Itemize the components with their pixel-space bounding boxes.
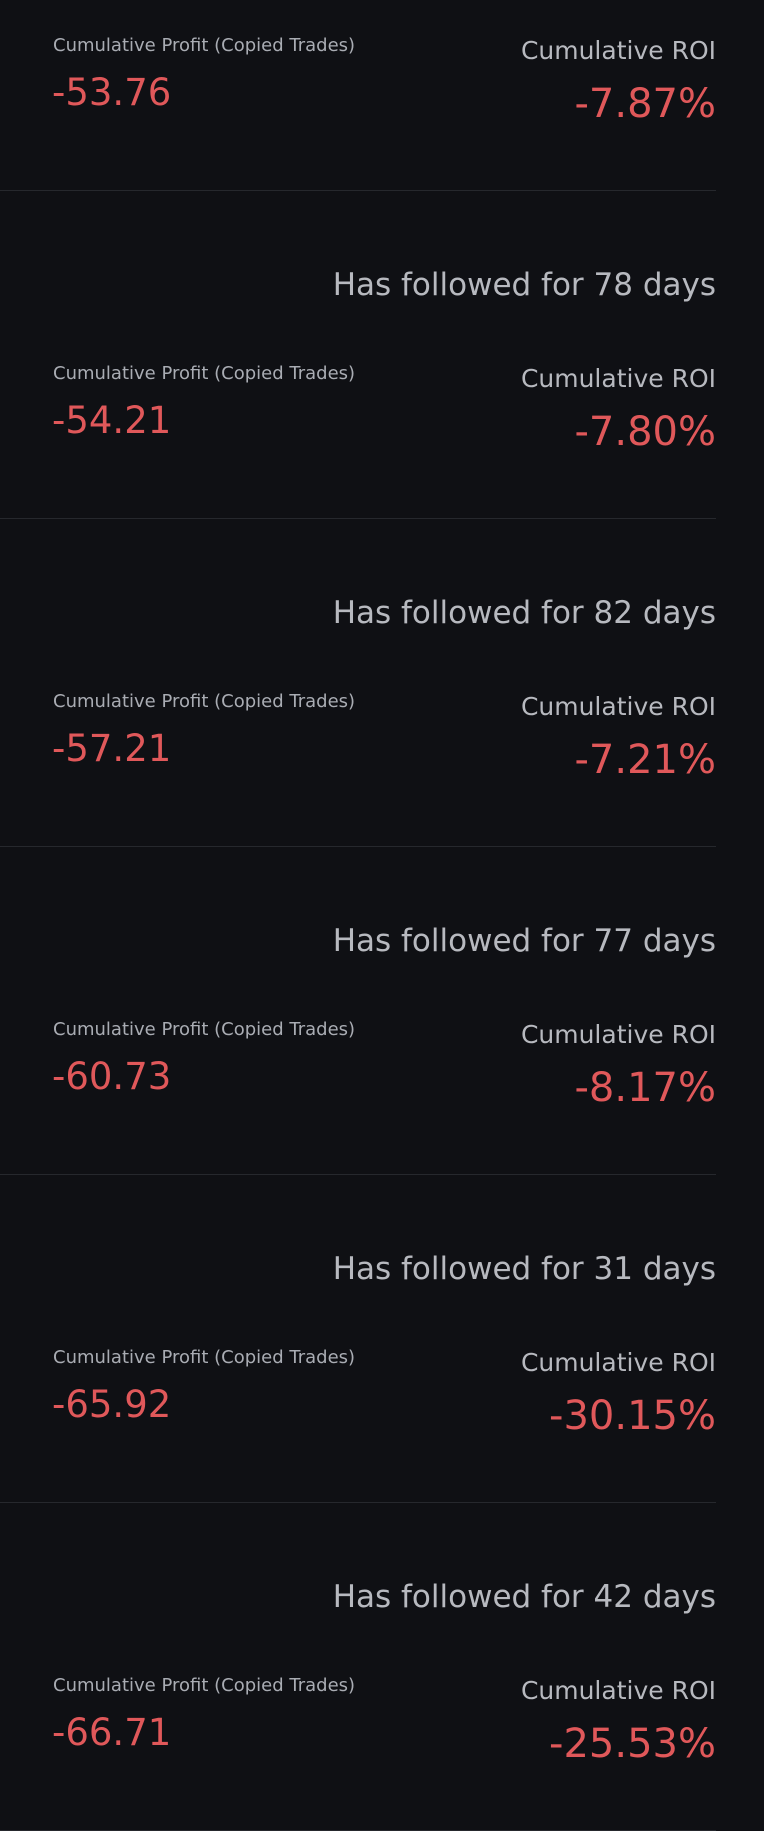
profit-label: Cumulative Profit (Copied Trades) xyxy=(53,363,356,384)
copy-trade-item[interactable]: Has followed for 31 days Cumulative Profi… xyxy=(0,1174,764,1503)
roi-label: Cumulative ROI xyxy=(520,692,716,721)
copy-trade-item[interactable]: Has followed for 82 days Cumulative Profi… xyxy=(0,518,764,847)
divider xyxy=(0,190,716,191)
divider xyxy=(0,1174,716,1175)
roi-value: -25.53% xyxy=(549,1721,716,1767)
roi-value: -8.17% xyxy=(574,1065,716,1111)
divider xyxy=(0,1502,716,1503)
profit-label: Cumulative Profit (Copied Trades) xyxy=(53,1675,356,1696)
divider xyxy=(0,518,716,519)
followed-duration: Has followed for 31 days xyxy=(332,1251,716,1287)
copy-trade-item[interactable]: Has followed for 78 days Cumulative Profi… xyxy=(0,190,764,519)
copy-trade-item[interactable]: Has followed for 77 days Cumulative Profi… xyxy=(0,846,764,1175)
profit-label: Cumulative Profit (Copied Trades) xyxy=(53,1019,356,1040)
followed-duration: Has followed for 82 days xyxy=(332,595,716,631)
profit-value: -65.92 xyxy=(52,1383,172,1426)
roi-label: Cumulative ROI xyxy=(520,36,716,65)
copy-trade-item[interactable]: Has followed for 42 days Cumulative Profi… xyxy=(0,1502,764,1831)
roi-label: Cumulative ROI xyxy=(520,364,716,393)
profit-label: Cumulative Profit (Copied Trades) xyxy=(53,35,356,56)
roi-value: -7.21% xyxy=(574,737,716,783)
followed-duration: Has followed for 77 days xyxy=(332,923,716,959)
profit-label: Cumulative Profit (Copied Trades) xyxy=(53,1347,356,1368)
roi-value: -30.15% xyxy=(549,1393,716,1439)
followed-duration: Has followed for 42 days xyxy=(332,1579,716,1615)
profit-value: -66.71 xyxy=(52,1711,172,1754)
profit-label: Cumulative Profit (Copied Trades) xyxy=(53,691,356,712)
profit-value: -53.76 xyxy=(52,71,172,114)
profit-value: -57.21 xyxy=(52,727,172,770)
roi-label: Cumulative ROI xyxy=(520,1348,716,1377)
followed-duration: Has followed for 78 days xyxy=(332,267,716,303)
roi-value: -7.87% xyxy=(574,81,716,127)
roi-label: Cumulative ROI xyxy=(520,1676,716,1705)
roi-label: Cumulative ROI xyxy=(520,1020,716,1049)
profit-value: -54.21 xyxy=(52,399,172,442)
roi-value: -7.80% xyxy=(574,409,716,455)
divider xyxy=(0,846,716,847)
copy-trade-item[interactable]: Cumulative Profit (Copied Trades) -53.76 C… xyxy=(0,0,764,191)
profit-value: -60.73 xyxy=(52,1055,172,1098)
